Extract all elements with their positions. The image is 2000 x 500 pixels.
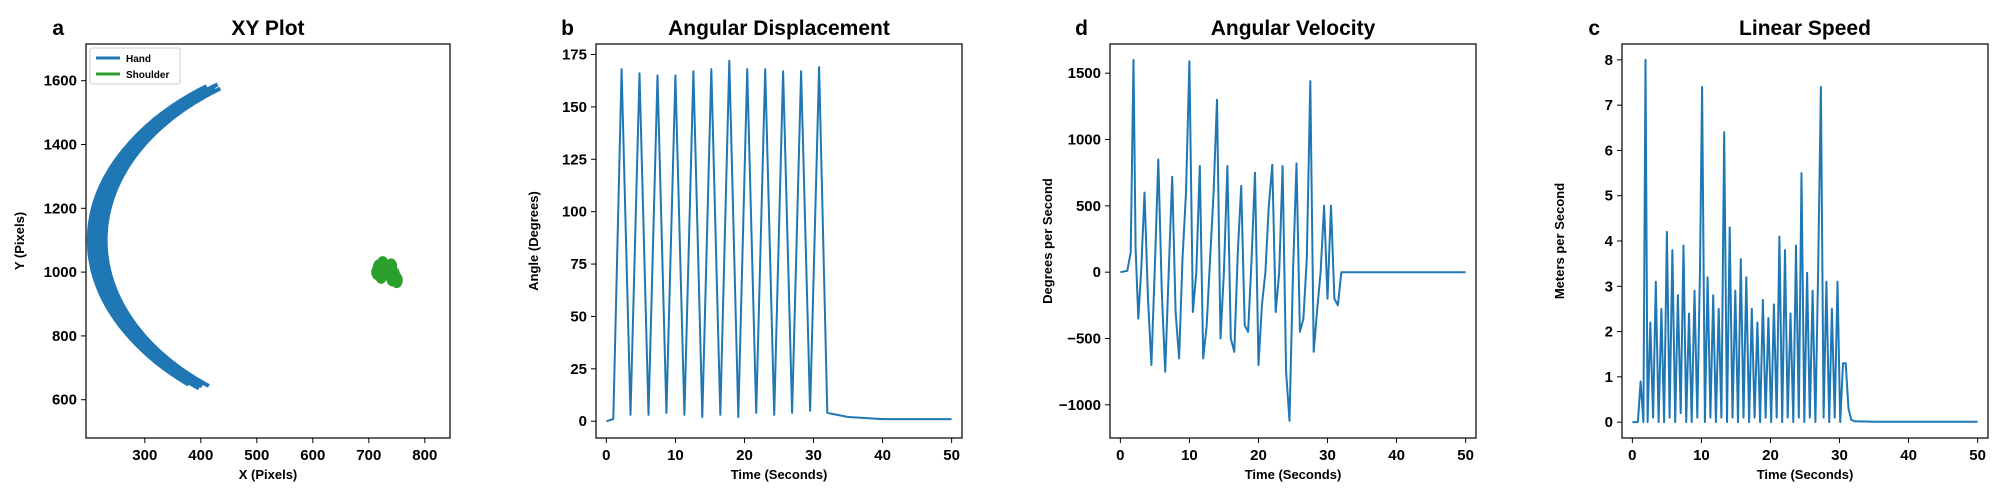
plot-area xyxy=(606,59,952,423)
y-tick-label: 800 xyxy=(52,328,77,345)
plot-frame xyxy=(85,43,451,439)
x-tick-label: 30 xyxy=(1319,447,1336,464)
plot-frame xyxy=(595,43,963,439)
x-tick-label: 30 xyxy=(805,447,822,464)
x-tick-label: 600 xyxy=(300,447,325,464)
y-tick-label: 2 xyxy=(1605,324,1613,341)
series-shoulder-point xyxy=(376,256,389,273)
x-tick-label: 0 xyxy=(602,447,610,464)
y-tick-label: 1200 xyxy=(44,200,77,217)
panel-letter: a xyxy=(52,17,64,40)
y-tick-label: 150 xyxy=(562,99,587,116)
y-tick-label: 1600 xyxy=(44,73,77,90)
y-tick-label: 50 xyxy=(570,308,587,325)
x-tick-label: 500 xyxy=(244,447,269,464)
plot-frame xyxy=(1109,43,1477,439)
y-tick-label: 1000 xyxy=(44,264,77,281)
panel-a: a XY Plot 300 400 500 600 700 800 600 800 1000 1200… xyxy=(12,17,451,482)
y-tick-label: 175 xyxy=(562,46,587,63)
y-axis-label: Degrees per Second xyxy=(1040,178,1055,304)
y-tick-label: 1000 xyxy=(1068,132,1101,149)
x-tick-label: 10 xyxy=(1693,447,1710,464)
x-tick-label: 400 xyxy=(188,447,213,464)
y-tick-label: 75 xyxy=(570,256,587,273)
panel-c: c Linear Speed 0 10 20 30 40 50 0 1 2 3 4 5 6 7 8 Time (S… xyxy=(1552,17,1989,482)
plot-area xyxy=(1632,58,1978,424)
chart-title: Angular Displacement xyxy=(668,17,890,40)
panel-d: d Angular Velocity 0 10 20 30 40 50 −1000 −500 0 50… xyxy=(1040,17,1477,482)
series-hand-line xyxy=(100,90,211,384)
panel-letter: c xyxy=(1588,17,1600,40)
y-tick-label: 0 xyxy=(1093,264,1101,281)
x-tick-label: 0 xyxy=(1116,447,1124,464)
series-shoulder-point xyxy=(390,272,403,289)
x-tick-label: 20 xyxy=(1762,447,1779,464)
chart-title: XY Plot xyxy=(231,17,304,40)
y-tick-label: 500 xyxy=(1076,198,1101,215)
x-tick-label: 300 xyxy=(132,447,157,464)
legend: Hand Shoulder xyxy=(89,47,181,85)
x-tick-label: 10 xyxy=(1181,447,1198,464)
x-axis-label: X (Pixels) xyxy=(239,467,298,482)
y-axis-label: Angle (Degrees) xyxy=(526,191,541,291)
panel-b: b Angular Displacement 0 10 20 30 40 50 0 25 50 75 1… xyxy=(526,17,963,482)
plot-area xyxy=(1120,58,1466,422)
x-tick-label: 40 xyxy=(1388,447,1405,464)
legend-label: Shoulder xyxy=(126,70,169,81)
y-tick-label: 100 xyxy=(562,204,587,221)
x-tick-label: 20 xyxy=(736,447,753,464)
series-hand-line xyxy=(86,89,202,383)
x-tick-label: 50 xyxy=(1969,447,1986,464)
x-tick-label: 20 xyxy=(1250,447,1267,464)
x-tick-label: 0 xyxy=(1628,447,1636,464)
x-tick-label: 800 xyxy=(412,447,437,464)
series-line xyxy=(1632,58,1978,424)
panel-letter: d xyxy=(1075,17,1088,40)
panel-letter: b xyxy=(561,17,574,40)
y-axis-label: Y (Pixels) xyxy=(12,212,27,270)
x-tick-label: 50 xyxy=(943,447,960,464)
series-line xyxy=(1120,58,1466,422)
x-axis-label: Time (Seconds) xyxy=(1757,467,1854,482)
x-tick-label: 30 xyxy=(1831,447,1848,464)
y-tick-label: 1 xyxy=(1605,369,1613,386)
y-tick-label: 1500 xyxy=(1068,65,1101,82)
y-tick-label: 8 xyxy=(1605,52,1613,69)
series-line xyxy=(606,59,952,423)
x-tick-label: 40 xyxy=(1900,447,1917,464)
y-tick-label: 5 xyxy=(1605,188,1613,205)
chart-title: Angular Velocity xyxy=(1211,17,1376,40)
x-axis-label: Time (Seconds) xyxy=(1245,467,1342,482)
chart-title: Linear Speed xyxy=(1739,17,1871,40)
y-axis-label: Meters per Second xyxy=(1552,183,1567,299)
x-axis-label: Time (Seconds) xyxy=(731,467,828,482)
y-tick-label: 125 xyxy=(562,151,587,168)
y-tick-label: 7 xyxy=(1605,97,1613,114)
x-tick-label: 40 xyxy=(874,447,891,464)
y-tick-label: 6 xyxy=(1605,142,1613,159)
legend-label: Hand xyxy=(126,54,151,65)
y-tick-label: 25 xyxy=(570,361,587,378)
x-tick-label: 700 xyxy=(356,447,381,464)
series-hand-line xyxy=(103,86,222,388)
y-tick-label: 1400 xyxy=(44,136,77,153)
x-tick-label: 50 xyxy=(1457,447,1474,464)
y-tick-label: 4 xyxy=(1605,233,1614,250)
y-tick-label: −500 xyxy=(1067,331,1101,348)
plot-area xyxy=(86,82,403,391)
x-tick-label: 10 xyxy=(667,447,684,464)
y-tick-label: 600 xyxy=(52,392,77,409)
y-tick-label: 0 xyxy=(1605,414,1613,431)
y-tick-label: −1000 xyxy=(1059,397,1101,414)
y-tick-label: 0 xyxy=(579,413,587,430)
series-hand-line xyxy=(102,85,216,388)
y-tick-label: 3 xyxy=(1605,278,1613,295)
